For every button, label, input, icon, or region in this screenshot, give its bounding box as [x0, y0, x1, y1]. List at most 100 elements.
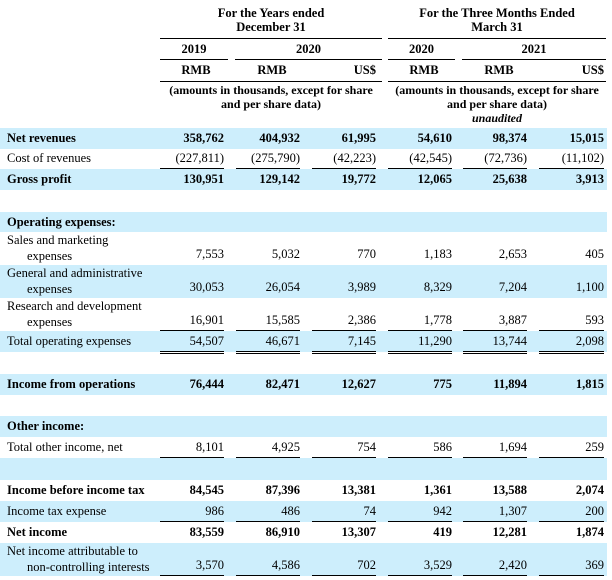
cell-value: 2,074 — [575, 483, 604, 497]
cell-value: 593 — [585, 313, 604, 327]
cell-value: 702 — [357, 558, 376, 572]
group-header-line: For the Three Months Ended — [419, 6, 575, 20]
cell-value: 83,559 — [189, 525, 224, 539]
divider — [463, 575, 527, 576]
spacer-band — [0, 458, 607, 480]
currency-header: RMB — [181, 63, 211, 77]
divider — [388, 353, 452, 354]
table-row: Total operating expenses 54,507 46,671 7,14… — [0, 331, 607, 352]
divider — [160, 457, 224, 458]
divider — [463, 330, 527, 331]
currency-header: RMB — [257, 63, 287, 77]
row-label-text: Research and development — [7, 299, 142, 313]
cell-value: 13,381 — [341, 483, 376, 497]
group-header-line: For the Years ended — [217, 6, 325, 20]
divider — [160, 521, 224, 522]
cell-value: 5,032 — [271, 247, 300, 261]
group-header-line: March 31 — [471, 20, 523, 34]
note-line: (amounts in thousands, except for share — [169, 83, 373, 97]
divider — [463, 521, 527, 522]
cell-value: 16,901 — [189, 313, 224, 327]
row-label-text: Cost of revenues — [7, 151, 92, 165]
cell-value: 46,671 — [265, 334, 300, 348]
cell-value: 82,471 — [265, 377, 300, 391]
cell-value: 54,610 — [417, 131, 452, 145]
row-label-text: Income from operations — [7, 377, 136, 391]
table-row: Total other income, net 8,101 4,925 754 586 1… — [0, 437, 607, 458]
cell-value: 61,995 — [341, 131, 376, 145]
table-row: Income before income tax 84,545 87,396 13,3… — [0, 480, 607, 501]
cell-value: 1,361 — [423, 483, 452, 497]
divider — [160, 353, 224, 354]
divider — [388, 59, 455, 60]
cell-value: 1,778 — [423, 313, 452, 327]
cell-value: 2,098 — [575, 334, 604, 348]
cell-value: 986 — [205, 504, 224, 518]
cell-value: 775 — [433, 377, 452, 391]
year-header: 2019 — [181, 42, 207, 56]
row-label-text: Gross profit — [7, 172, 72, 186]
row-label-text: Net income — [7, 525, 68, 539]
unaudited-label: unaudited — [471, 111, 522, 125]
cell-value: (11,102) — [561, 151, 604, 165]
divider — [236, 330, 300, 331]
cell-value: 2,386 — [347, 313, 376, 327]
table-row: Gross profit 130,951 129,142 19,772 12,065 25… — [0, 169, 607, 190]
table-row: Net income attributable to non-controllin… — [0, 543, 607, 576]
cell-value: 3,989 — [347, 280, 376, 294]
row-label: Net income attributable to non-controllin… — [7, 543, 150, 575]
row-label: General and administrative expenses — [7, 265, 142, 297]
row-label-text: Income tax expense — [7, 504, 107, 518]
cell-value: 754 — [357, 440, 376, 454]
row-label-text: non-controlling interests — [27, 560, 150, 574]
currency-header: US$ — [353, 63, 376, 77]
divider — [235, 59, 382, 60]
divider — [388, 521, 452, 522]
cell-value: 11,894 — [493, 377, 527, 391]
divider — [539, 330, 604, 331]
row-label-text: Net revenues — [7, 131, 76, 145]
divider — [388, 575, 452, 576]
divider — [160, 575, 224, 576]
table-row: Net revenues 358,762 404,932 61,995 54,610 98… — [0, 128, 607, 149]
cell-value: 3,887 — [498, 313, 527, 327]
row-label-text: Operating expenses: — [7, 215, 116, 229]
cell-value: 86,910 — [265, 525, 300, 539]
row-label: Operating expenses: — [7, 214, 116, 230]
currency-header: RMB — [409, 63, 439, 77]
cell-value: 7,145 — [347, 334, 376, 348]
divider — [160, 168, 224, 169]
year-header: 2020 — [296, 42, 321, 56]
row-label: Net income — [7, 524, 67, 540]
cell-value: 8,329 — [423, 280, 452, 294]
row-label: Sales and marketing expenses — [7, 232, 108, 264]
table-row: Sales and marketing expenses 7,553 5,032 770… — [0, 232, 607, 265]
note-line: and per share data) — [221, 97, 321, 111]
cell-value: 12,065 — [417, 172, 452, 186]
divider — [388, 351, 452, 352]
cell-value: (227,811) — [175, 151, 225, 165]
row-label-text: Net income attributable to — [7, 544, 138, 558]
divider — [312, 521, 376, 522]
amounts-note: (amounts in thousands, except for share … — [388, 83, 606, 125]
divider — [312, 351, 376, 352]
row-label: Research and development expenses — [7, 298, 142, 330]
divider — [463, 351, 527, 352]
cell-value: 1,100 — [575, 280, 604, 294]
divider — [388, 457, 452, 458]
cell-value: (42,545) — [409, 151, 452, 165]
cell-value: 30,053 — [189, 280, 224, 294]
table-row: Net income 83,559 86,910 13,307 419 12,281 1,8… — [0, 522, 607, 543]
row-label: Total operating expenses — [7, 333, 131, 349]
cell-value: 76,444 — [189, 377, 224, 391]
cell-value: 369 — [585, 558, 604, 572]
row-label-text: expenses — [27, 282, 73, 296]
cell-value: 130,951 — [183, 172, 224, 186]
row-label: Gross profit — [7, 171, 71, 187]
divider — [160, 38, 382, 39]
cell-value: 4,925 — [271, 440, 300, 454]
divider — [160, 351, 224, 352]
cell-value: 1,183 — [423, 247, 452, 261]
row-label: Total other income, net — [7, 439, 123, 455]
cell-value: 2,420 — [498, 558, 527, 572]
